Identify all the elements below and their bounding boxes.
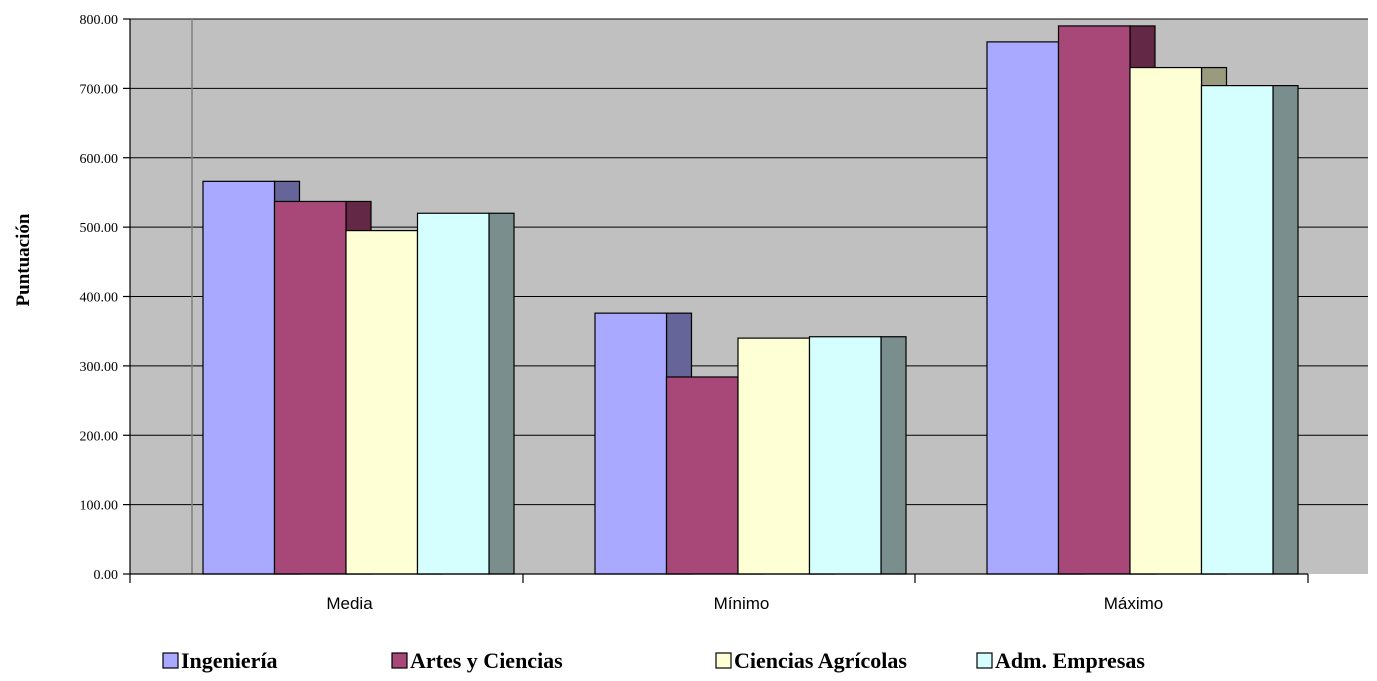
legend-swatch [976,652,993,669]
bar [1129,66,1203,575]
bar [808,336,882,575]
y-tick-label: 0.00 [94,568,119,583]
y-tick-label: 500.00 [80,221,119,236]
legend-swatch [162,652,179,669]
y-tick-label: 600.00 [80,152,119,167]
legend-swatch [715,652,732,669]
y-tick-label: 400.00 [80,291,119,306]
bar [1057,25,1131,575]
y-tick-label: 100.00 [80,499,119,514]
legend-label: Ingeniería [181,648,278,673]
bar [416,212,490,575]
y-tick-label: 700.00 [80,82,119,97]
axes [123,18,1309,583]
bar [273,200,347,575]
y-tick-label: 800.00 [80,13,119,28]
y-tick-label: 300.00 [80,360,119,375]
bar-side [1272,84,1299,575]
bar [986,41,1060,575]
bars [202,25,1299,575]
bar [594,312,668,575]
x-category-label: Mínimo [714,594,770,613]
legend-label: Adm. Empresas [995,648,1145,673]
legend-label: Ciencias Agrícolas [734,648,907,673]
x-category-label: Media [326,594,373,613]
legend: Ingeniería Artes y Ciencias Ciencias Agríc… [162,648,1145,673]
x-category-label: Máximo [1104,594,1164,613]
y-tick-label: 200.00 [80,429,119,444]
bar [345,229,419,575]
legend-label: Artes y Ciencias [410,648,563,673]
bar-side [488,212,515,575]
y-axis-label: Puntuación [13,213,34,306]
bar [202,180,276,575]
y-tick-labels: 0.00 100.00 200.00 300.00 400.00 500.00 600.00… [80,13,119,583]
bar [665,376,739,575]
bar-side [880,336,907,575]
bar [737,337,811,575]
legend-swatch [391,652,408,669]
x-category-labels: Media Mínimo Máximo [326,594,1163,613]
bar [1200,84,1274,575]
